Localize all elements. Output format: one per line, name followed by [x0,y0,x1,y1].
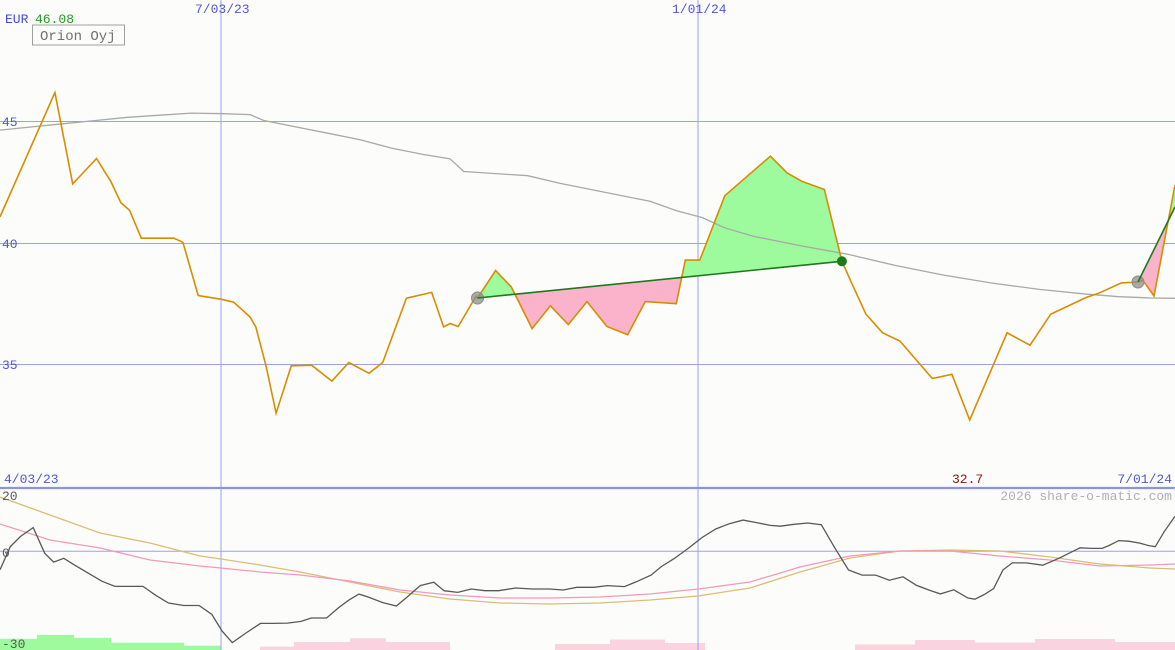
svg-text:EUR: EUR [5,12,29,27]
svg-text:0: 0 [2,546,10,561]
svg-text:-30: -30 [2,637,25,650]
svg-text:35: 35 [2,358,18,373]
svg-text:45: 45 [2,115,18,130]
svg-text:Orion Oyj: Orion Oyj [40,29,116,45]
svg-text:1/01/24: 1/01/24 [672,2,727,17]
svg-text:40: 40 [2,237,18,252]
svg-text:20: 20 [2,489,18,504]
svg-text:4/03/23: 4/03/23 [4,472,59,487]
svg-text:7/03/23: 7/03/23 [195,2,250,17]
svg-text:2026 share-o-matic.com: 2026 share-o-matic.com [1000,489,1172,504]
svg-text:32.7: 32.7 [952,472,983,487]
svg-text:7/01/24: 7/01/24 [1117,472,1172,487]
